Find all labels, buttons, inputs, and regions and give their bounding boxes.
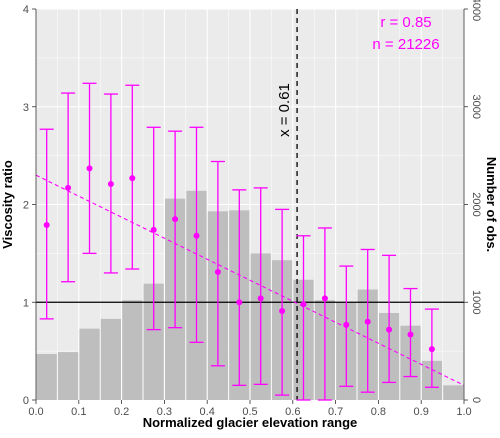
right-tick-label: 0 bbox=[470, 397, 482, 403]
left-tick-label: 3 bbox=[23, 102, 29, 114]
x-tick-label: 0.9 bbox=[414, 406, 429, 418]
left-tick-label: 4 bbox=[23, 4, 29, 16]
x-tick-label: 0.5 bbox=[242, 406, 257, 418]
x-tick-label: 0.6 bbox=[285, 406, 300, 418]
data-point bbox=[172, 216, 179, 223]
grid-lines bbox=[35, 8, 465, 401]
data-point bbox=[65, 184, 72, 191]
right-tick-label: 4000 bbox=[470, 0, 482, 21]
data-point bbox=[86, 165, 93, 172]
histogram-bar bbox=[79, 328, 100, 400]
histogram-bar bbox=[58, 352, 79, 400]
right-y-axis-label: Number of obs. bbox=[484, 157, 499, 252]
right-tick-label: 1000 bbox=[470, 290, 482, 314]
x-tick-label: 0.8 bbox=[371, 406, 386, 418]
stat-r-value: r = 0.85 bbox=[380, 14, 431, 31]
data-point bbox=[129, 175, 136, 182]
viscosity-series bbox=[39, 82, 439, 401]
left-tick-label: 2 bbox=[23, 200, 29, 212]
histogram-bar bbox=[36, 354, 57, 400]
left-tick-label: 0 bbox=[23, 395, 29, 407]
data-point bbox=[407, 331, 414, 338]
data-point bbox=[386, 326, 393, 333]
right-tick-label: 2000 bbox=[470, 192, 482, 216]
x-tick-label: 0.1 bbox=[71, 406, 86, 418]
data-point bbox=[300, 301, 307, 308]
data-point bbox=[150, 226, 157, 233]
vline-label: x = 0.61 bbox=[276, 83, 293, 137]
x-tick-label: 1.0 bbox=[456, 406, 471, 418]
data-point bbox=[257, 295, 264, 302]
data-point bbox=[428, 346, 435, 353]
data-point bbox=[193, 232, 200, 239]
data-point bbox=[321, 295, 328, 302]
histogram-bar bbox=[100, 318, 121, 400]
x-tick-label: 0.2 bbox=[114, 406, 129, 418]
axes: 0.0 0.1 0.2 0.3 0.4 0.5 0.6 0.7 0.8 0.9 1.0 0 1 2 3 4 0 1… bbox=[23, 0, 482, 418]
data-point bbox=[107, 180, 114, 187]
stat-n-value: n = 21226 bbox=[372, 36, 439, 53]
left-y-axis-label: Viscosity ratio bbox=[0, 160, 15, 249]
regression-line bbox=[35, 174, 465, 386]
right-tick-label: 3000 bbox=[470, 95, 482, 119]
data-point bbox=[343, 321, 350, 328]
x-tick-label: 0.0 bbox=[28, 406, 43, 418]
histogram-bar bbox=[143, 283, 164, 400]
x-axis-label: Normalized glacier elevation range bbox=[143, 415, 358, 430]
data-point bbox=[214, 268, 221, 275]
data-point bbox=[364, 318, 371, 325]
data-point bbox=[43, 222, 50, 229]
x-tick-label: 0.3 bbox=[157, 406, 172, 418]
x-tick-label: 0.4 bbox=[200, 406, 215, 418]
reference-lines bbox=[35, 9, 465, 400]
left-tick-label: 1 bbox=[23, 297, 29, 309]
data-point bbox=[236, 299, 243, 306]
histogram-bar bbox=[443, 385, 464, 400]
histogram-bar bbox=[122, 300, 143, 400]
data-point bbox=[279, 308, 286, 315]
x-tick-label: 0.7 bbox=[328, 406, 343, 418]
